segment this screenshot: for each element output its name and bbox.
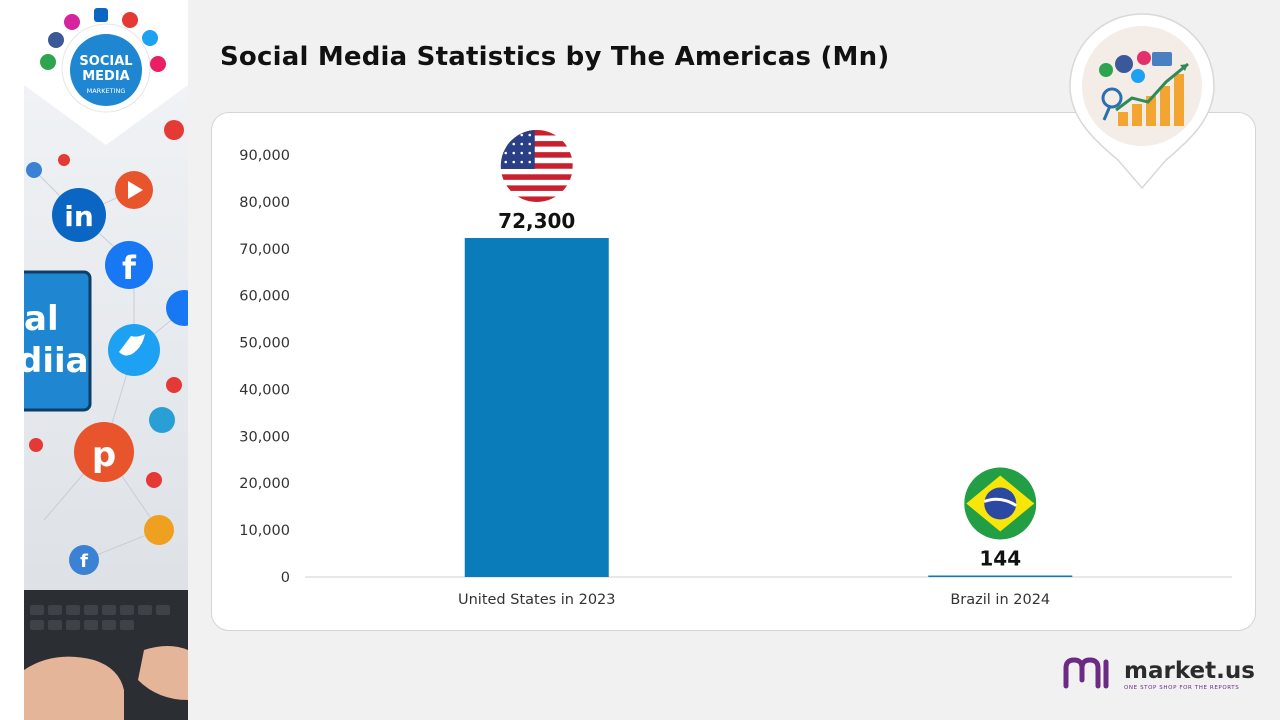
x-tick-label: United States in 2023: [458, 592, 616, 608]
brazil-flag-icon: [964, 467, 1037, 540]
y-tick-label: 80,000: [239, 195, 290, 211]
left-margin-strip: [0, 0, 24, 720]
badge-text-social: SOCIAL: [79, 54, 132, 69]
hand-right: [138, 646, 188, 700]
y-tick-label: 30,000: [239, 429, 290, 445]
twitter-small-icon: [142, 30, 158, 46]
x-tick-label: Brazil in 2024: [950, 592, 1050, 608]
y-tick-label: 70,000: [239, 242, 290, 258]
social-growth-pin: [1068, 12, 1216, 192]
pinterest-icon: [74, 422, 134, 482]
svg-text:p: p: [92, 435, 116, 475]
app-small-icon: [150, 56, 166, 72]
brand-logo: market.us ONE STOP SHOP FOR THE REPORTS: [1062, 656, 1262, 696]
svg-text:f: f: [122, 249, 137, 287]
facebook-edge-icon: [166, 290, 188, 326]
bars: 72,300 United States in 2023 144 Brazil in …: [458, 209, 1073, 608]
instagram-small-icon: [64, 14, 80, 30]
screen-text-2: diia: [24, 341, 89, 381]
data-label: 72,300: [498, 209, 575, 233]
small-orange-icon: [144, 515, 174, 545]
brand-tagline: ONE STOP SHOP FOR THE REPORTS: [1124, 685, 1240, 691]
flags: [500, 129, 1037, 540]
whatsapp-icon: [40, 54, 56, 70]
us-flag-icon: [500, 129, 573, 202]
bar: [928, 575, 1073, 577]
y-tick-label: 10,000: [239, 523, 290, 539]
screen-text-1: al: [24, 299, 59, 339]
social-media-badge: [70, 34, 142, 106]
pin-facebook-icon: [1115, 55, 1133, 73]
badge-text-marketing: MARKETING: [87, 87, 126, 95]
svg-text:in: in: [64, 200, 94, 233]
linkedin-icon: [52, 188, 106, 242]
bar: [464, 237, 609, 577]
linkedin-small-icon: [94, 8, 108, 22]
facebook-icon: [105, 241, 153, 289]
y-tick-label: 20,000: [239, 476, 290, 492]
bar-chart: 0 10,000 20,000 30,000 40,000 50,000 60,000 70,…: [239, 129, 1232, 608]
laptop-screen: [24, 270, 92, 412]
y-tick-label: 60,000: [239, 289, 290, 305]
facebook-bottom-icon: [69, 545, 99, 575]
y-tick-label: 50,000: [239, 336, 290, 352]
hand-left: [24, 656, 124, 720]
small-blue-icon: [149, 407, 175, 433]
brand-name: market.us: [1124, 658, 1255, 684]
side-photo: SOCIAL MEDIA MARKETING in f p f: [24, 0, 188, 720]
y-tick-label: 90,000: [239, 148, 290, 164]
pin-twitter-icon: [1131, 69, 1145, 83]
y-axis: 0 10,000 20,000 30,000 40,000 50,000 60,000 70,…: [239, 148, 290, 586]
y-tick-label: 0: [281, 570, 290, 586]
facebook-small-icon: [48, 32, 64, 48]
youtube-small-icon: [122, 12, 138, 28]
svg-text:f: f: [80, 551, 88, 572]
y-tick-label: 40,000: [239, 382, 290, 398]
market-us-logo-icon: [1063, 657, 1109, 689]
page-title: Social Media Statistics by The Americas …: [220, 42, 890, 72]
data-label: 144: [979, 547, 1021, 571]
badge-text-media: MEDIA: [82, 69, 130, 84]
chart-panel: 0 10,000 20,000 30,000 40,000 50,000 60,000 70,…: [211, 112, 1256, 631]
